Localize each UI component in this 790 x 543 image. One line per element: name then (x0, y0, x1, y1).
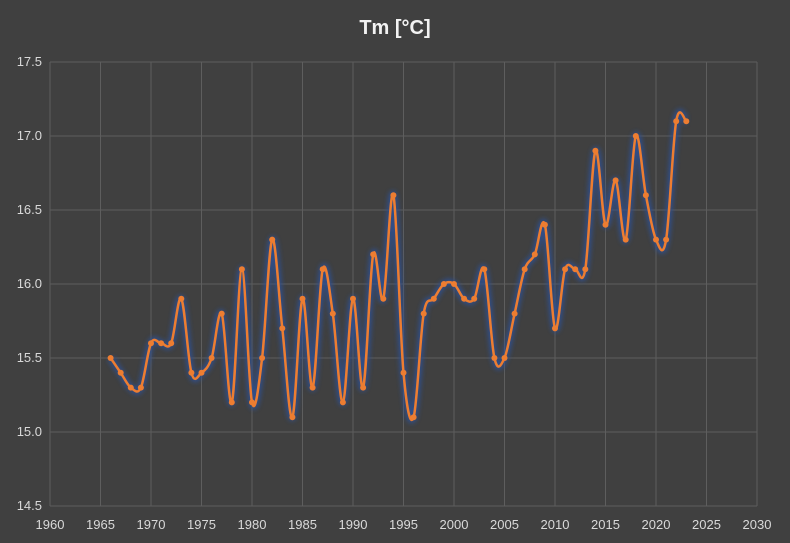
data-point (218, 310, 225, 317)
series-line (109, 111, 688, 422)
x-tick-label: 2005 (490, 517, 519, 532)
gridlines (49, 61, 758, 507)
data-point (612, 177, 619, 184)
data-point (552, 325, 558, 332)
x-tick-label: 2030 (743, 517, 772, 532)
data-point (592, 147, 599, 154)
data-point (501, 355, 508, 361)
x-tick-label: 1995 (389, 517, 418, 532)
data-point (259, 355, 266, 361)
y-tick-label: 15.5 (17, 350, 42, 365)
data-point (178, 295, 185, 302)
data-point (430, 295, 437, 302)
series-tm (107, 109, 690, 424)
data-point (521, 266, 528, 273)
data-point (683, 118, 690, 125)
x-tick-label: 2025 (692, 517, 721, 532)
data-point (451, 281, 457, 287)
data-point (158, 340, 165, 347)
x-tick-label: 2000 (440, 517, 469, 532)
x-tick-label: 2010 (541, 517, 570, 532)
data-point (299, 295, 306, 302)
data-point (289, 414, 296, 421)
data-point (582, 266, 589, 273)
y-tick-label: 15.0 (17, 424, 42, 439)
data-point (400, 369, 407, 376)
data-point (107, 355, 114, 361)
data-point (168, 340, 175, 347)
data-point (511, 310, 518, 317)
x-tick-label: 2020 (642, 517, 671, 532)
y-tick-label: 17.5 (17, 54, 42, 69)
x-tick-label: 1965 (86, 517, 115, 532)
data-point (673, 118, 680, 125)
x-tick-label: 1985 (288, 517, 317, 532)
data-point (208, 355, 215, 361)
data-point (572, 266, 579, 273)
data-point (279, 325, 286, 332)
x-tick-label: 2015 (591, 517, 620, 532)
data-point (471, 295, 478, 302)
data-point (562, 266, 569, 273)
data-point (410, 414, 417, 421)
data-point (440, 281, 447, 287)
data-point (329, 310, 336, 317)
x-tick-label: 1975 (187, 517, 216, 532)
y-tick-label: 17.0 (17, 128, 42, 143)
data-point (350, 295, 356, 302)
chart-title: Tm [°C] (359, 17, 430, 39)
data-point (461, 295, 468, 302)
data-point (541, 221, 548, 228)
data-point (420, 310, 427, 317)
data-point (481, 266, 488, 273)
data-point (188, 369, 195, 376)
data-point (602, 221, 609, 228)
x-tick-label: 1990 (339, 517, 368, 532)
y-tick-label: 16.0 (17, 276, 42, 291)
y-tick-label: 16.5 (17, 202, 42, 217)
data-point (380, 295, 387, 302)
data-point (198, 369, 205, 376)
y-axis-ticks: 14.5 15.0 15.5 16.0 16.5 17.0 17.5 (17, 54, 42, 513)
data-point (148, 340, 154, 347)
data-point (642, 192, 649, 199)
data-point (137, 384, 144, 391)
data-point (238, 266, 245, 273)
data-point (653, 236, 659, 243)
data-point (228, 399, 235, 406)
data-point (269, 236, 276, 243)
data-point (663, 236, 670, 243)
x-tick-label: 1960 (36, 517, 65, 532)
data-point (622, 236, 629, 243)
x-tick-label: 1980 (238, 517, 267, 532)
data-point (339, 399, 346, 406)
data-point (360, 384, 367, 391)
data-point (370, 251, 377, 258)
data-point (319, 266, 326, 273)
data-point (309, 384, 316, 391)
x-axis-ticks: 1960 1965 1970 1975 1980 1985 1990 1995 2000 2005… (36, 517, 772, 532)
data-point (117, 369, 124, 376)
data-point (390, 192, 397, 199)
data-point (531, 251, 538, 258)
data-point (249, 399, 255, 406)
data-point (632, 133, 639, 139)
y-tick-label: 14.5 (17, 498, 42, 513)
data-point (491, 355, 498, 361)
data-point (127, 384, 134, 391)
x-tick-label: 1970 (137, 517, 166, 532)
